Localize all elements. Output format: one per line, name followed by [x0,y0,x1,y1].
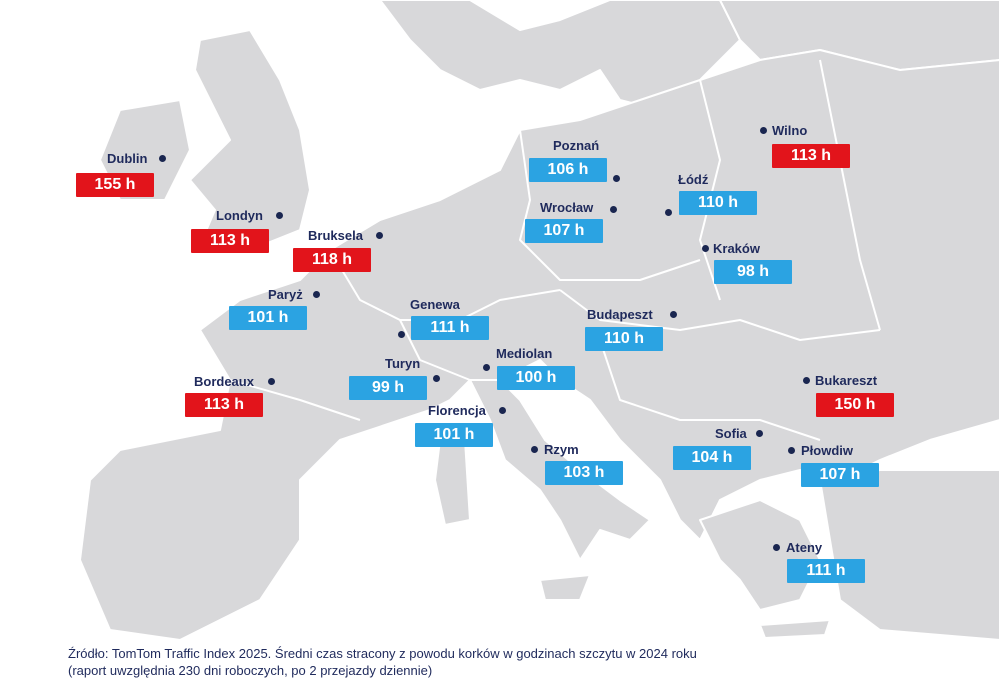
city-dot [313,291,320,298]
city-dot [159,155,166,162]
city-dot [398,331,405,338]
value-badge: 101 h [229,306,307,330]
city-name: Wilno [772,123,808,138]
value-badge: 110 h [585,327,663,351]
city-dot [276,212,283,219]
value-badge: 99 h [349,376,427,400]
value-badge: 111 h [411,316,489,340]
city-name: Poznań [553,138,600,153]
city-name: Dublin [107,151,148,166]
city-dot [268,378,275,385]
city-name: Łódź [678,172,709,187]
city-name: Ateny [786,540,823,555]
city-dot [613,175,620,182]
city-name: Londyn [216,208,263,223]
city-name: Mediolan [496,346,553,361]
sicily-shape [539,574,591,601]
city-name: Genewa [410,297,460,312]
city-dot [803,377,810,384]
value-badge: 150 h [816,393,894,417]
value-badge: 110 h [679,191,757,215]
value-badge: 113 h [772,144,850,168]
value-badge: 113 h [191,229,269,253]
value-badge: 103 h [545,461,623,485]
greece-shape [699,499,821,611]
city-dot [760,127,767,134]
value-badge: 98 h [714,260,792,284]
europe-map [79,0,1000,640]
city-dot [702,245,709,252]
city-name: Budapeszt [587,307,653,322]
city-dot [670,311,677,318]
value-badge: 111 h [787,559,865,583]
source-note: Źródło: TomTom Traffic Index 2025. Średn… [68,645,968,679]
value-badge: 107 h [801,463,879,487]
city-dot [788,447,795,454]
city-dot [499,407,506,414]
city-name: Bruksela [308,228,363,243]
city-dot [665,209,672,216]
source-line-2: (raport uwzględnia 230 dni roboczych, po… [68,663,433,678]
city-name: Turyn [385,356,421,371]
value-badge: 155 h [76,173,154,197]
city-dot [756,430,763,437]
city-name: Florencja [428,403,486,418]
city-name: Płowdiw [801,443,853,458]
city-dot [433,375,440,382]
continent-shape [79,49,1000,640]
city-dot [531,446,538,453]
value-badge: 100 h [497,366,575,390]
value-badge: 107 h [525,219,603,243]
turkey-shape [819,469,1000,640]
value-badge: 113 h [185,393,263,417]
city-name: Sofia [715,426,747,441]
city-dot [773,544,780,551]
value-badge: 101 h [415,423,493,447]
source-line-1: Źródło: TomTom Traffic Index 2025. Średn… [68,646,697,661]
city-name: Kraków [713,241,760,256]
sardinia-shape [434,439,471,526]
city-dot [376,232,383,239]
city-name: Rzym [544,442,579,457]
city-name: Wrocław [540,200,594,215]
crete-shape [759,619,831,639]
city-name: Paryż [268,287,303,302]
city-name: Bukareszt [815,373,878,388]
city-dot [483,364,490,371]
city-dot [610,206,617,213]
city-name: Bordeaux [194,374,254,389]
value-badge: 104 h [673,446,751,470]
value-badge: 118 h [293,248,371,272]
value-badge: 106 h [529,158,607,182]
